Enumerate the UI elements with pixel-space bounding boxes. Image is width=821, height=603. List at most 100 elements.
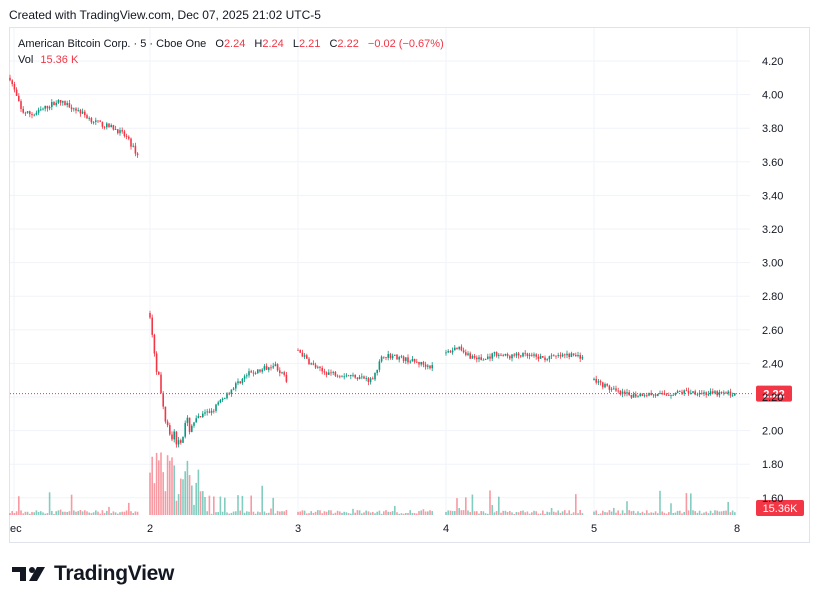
volume-bar [668,512,670,515]
volume-bar [303,510,306,515]
volume-bar [559,512,562,515]
volume-bar [272,497,274,515]
candle-body [593,378,595,381]
candle-body [325,372,328,375]
volume-bar [487,513,489,515]
volume-bar [158,460,160,515]
volume-bar [263,511,266,515]
candle-body [528,354,531,356]
candle-body [341,376,343,378]
volume-bar [164,491,167,515]
volume-bar [624,513,626,515]
candle-body [301,352,304,357]
candle-body [199,416,202,417]
volume-bar [709,510,712,515]
y-tick-label: 4.00 [762,90,783,102]
candle-body [670,395,672,396]
candle-body [151,317,153,335]
candle-body [241,378,244,384]
candle-body [73,108,75,110]
volume-bar [725,510,727,515]
candle-body [542,356,544,358]
volume-bar [125,510,128,515]
candle-body [557,355,559,356]
candle-body [372,378,374,380]
tradingview-logo[interactable]: TradingView [12,562,174,586]
candle-body [365,378,367,379]
candle-body [24,112,27,114]
volume-bar [632,510,635,515]
volume-bar [301,510,304,515]
volume-bar [274,513,277,515]
volume-bar [447,510,449,515]
volume-bar [79,510,82,515]
volume-bar [714,510,716,515]
volume-bar [413,513,416,515]
candle-body [517,353,520,356]
candle-body [385,357,387,358]
candle-body [720,391,723,393]
candle-body [226,393,228,399]
candle-body [566,353,568,356]
candle-body [40,109,42,111]
grid-lines [10,28,750,515]
chart-attribution: Created with TradingView.com, Dec 07, 20… [9,8,321,22]
volume-bar [387,511,389,515]
volume-bar [252,511,255,515]
volume-bar [683,512,685,515]
candle-body [694,391,696,395]
volume-bar [241,495,244,515]
volume-bar [213,496,215,515]
candle-body [86,115,88,119]
volume-bar [504,510,507,515]
volume-bar [469,512,471,515]
volume-bar [270,508,272,515]
candle-body [213,410,215,412]
candle-body [31,114,33,116]
candle-body [628,392,630,396]
volume-bar [657,513,659,515]
volume-bar [186,460,189,515]
volume-bar [235,511,237,515]
volume-bar [643,513,646,515]
volume-bar [22,513,24,515]
volume-bar [354,512,356,515]
volume-bar [621,510,624,515]
volume-bar [705,511,707,515]
candle-body [208,411,211,413]
candle-body [9,77,11,81]
volume-bar [526,511,529,515]
candle-body [484,358,487,360]
candle-body [544,357,546,361]
candle-body [646,395,648,397]
candle-body [692,391,694,393]
candle-body [500,354,502,356]
volume-bar [389,511,392,515]
volume-bar [319,510,321,515]
volume-bar [155,452,158,515]
volume-bar [246,511,248,515]
volume-bar [20,510,22,515]
candle-body [703,392,705,394]
candle-body [416,361,418,363]
candle-body [451,350,454,353]
volume-bar [334,512,337,515]
candle-body [374,372,376,380]
volume-bar [15,511,18,515]
candle-body [347,375,350,377]
candle-body [476,357,478,360]
candle-body [323,371,326,373]
candle-body [398,357,400,360]
volume-bar [533,510,535,515]
volume-bar [628,510,630,515]
candle-body [504,354,507,356]
volume-bar [570,513,573,515]
volume-bar [557,510,559,515]
candle-body [160,374,162,394]
volume-bar [228,513,230,515]
volume-bar [149,472,151,515]
volume-bar [661,511,663,515]
volume-bar [458,508,460,515]
candle-body [506,354,509,357]
